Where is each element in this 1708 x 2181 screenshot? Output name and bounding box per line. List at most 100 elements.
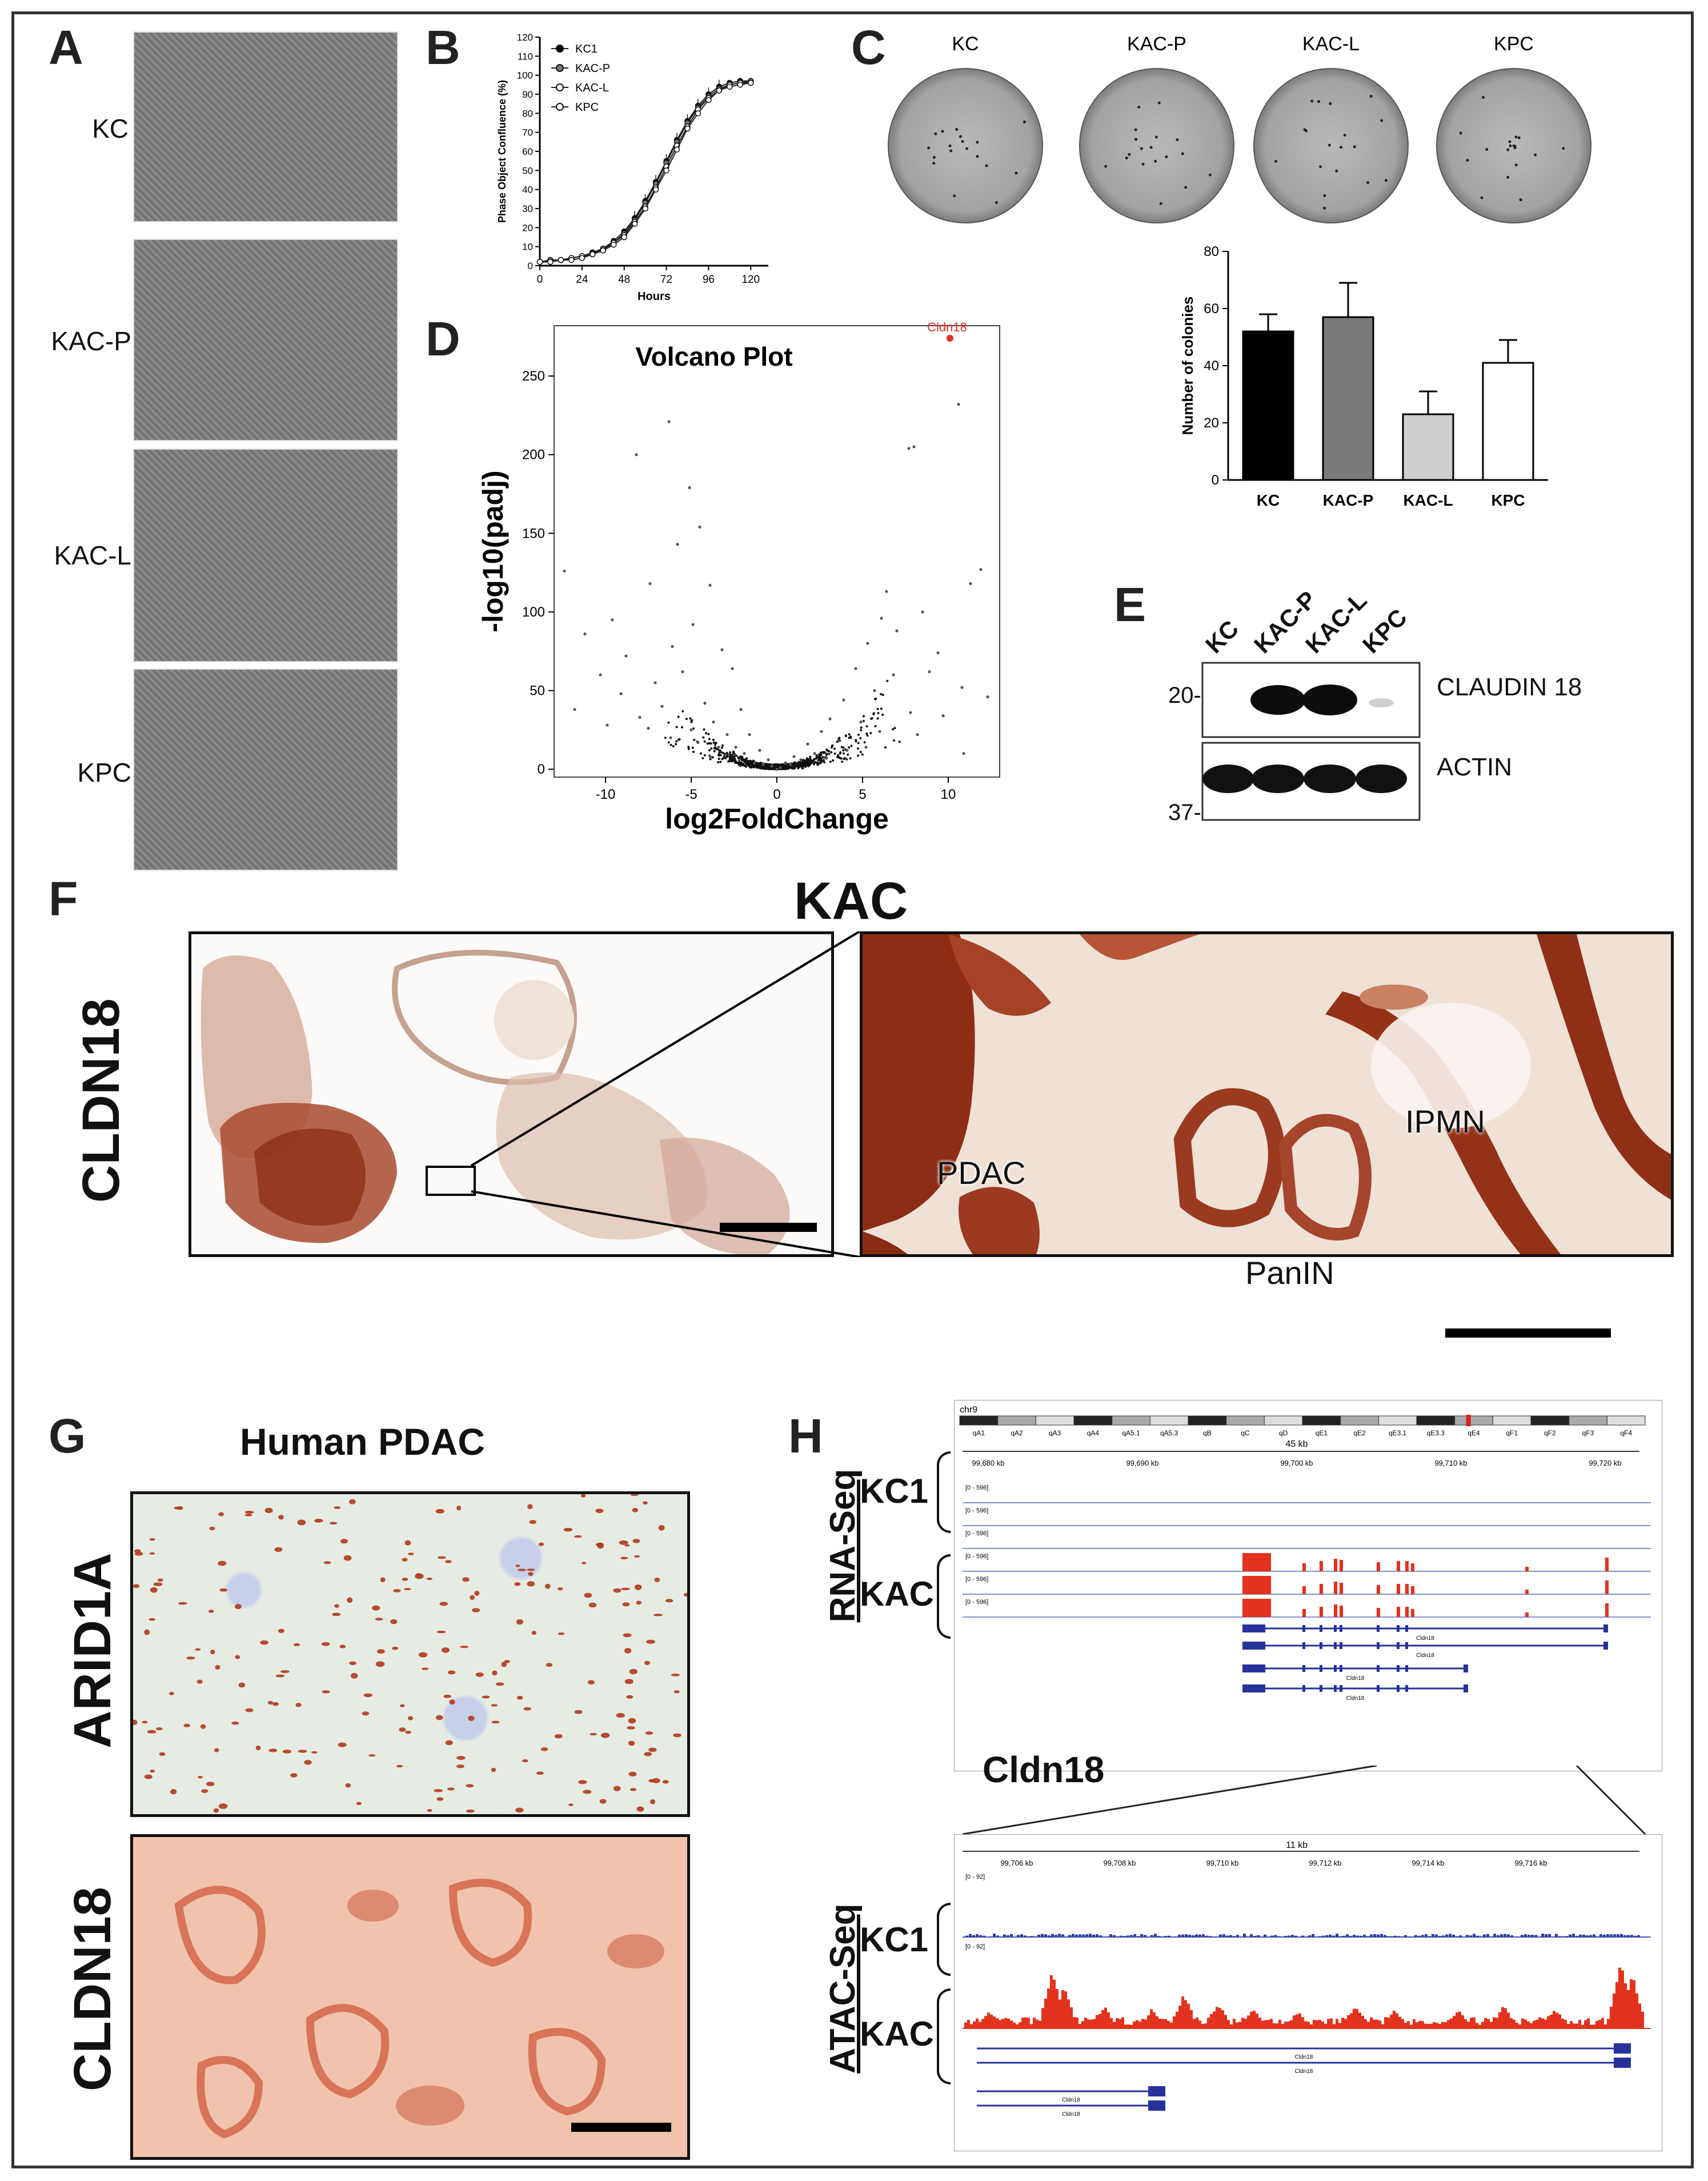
d-point [758, 749, 761, 752]
rna-brace-kc1 [937, 1451, 951, 1533]
d-ytick: 100 [522, 605, 545, 620]
d-point [839, 752, 841, 755]
b-point [642, 205, 648, 212]
row-label-kc: KC [92, 114, 129, 143]
d-point [698, 525, 701, 529]
c-ytick: 60 [1204, 301, 1219, 317]
d-point [941, 714, 945, 718]
d-point [669, 736, 672, 739]
d-point [809, 755, 812, 758]
span-label-top: 45 kb [1285, 1439, 1308, 1449]
figure-frame [11, 11, 1694, 2168]
c-xtick-2: KAC-L [1403, 491, 1453, 509]
gene-model-label: Cldn18 [1062, 2097, 1080, 2103]
atac-brace-kc1 [937, 1903, 951, 1976]
d-point [804, 765, 807, 768]
d-point [720, 746, 723, 749]
d-point [573, 708, 576, 711]
panel-f-stain-label: CLDN18 [72, 998, 130, 1203]
d-point [703, 740, 706, 743]
d-point [794, 761, 797, 764]
d-point [648, 582, 652, 586]
d-point [857, 733, 860, 736]
coord-bottom: 99,714 kb [1412, 1859, 1444, 1867]
d-point [715, 742, 717, 745]
d-point [635, 453, 638, 457]
d-point [825, 748, 828, 751]
d-point [870, 717, 873, 720]
d-point [806, 759, 809, 762]
d-point [842, 698, 845, 702]
d-point [752, 764, 755, 767]
d-point [705, 732, 708, 735]
d-point [761, 763, 765, 766]
gene-model-label: Cldn18 [1295, 2068, 1313, 2075]
d-point [693, 738, 696, 741]
gene-model-label: Cldn18 [1416, 1635, 1434, 1642]
d-point [860, 729, 863, 731]
atac-seq-label: ATAC-Seq [823, 1903, 863, 2074]
d-point [785, 766, 788, 769]
d-point [836, 755, 839, 758]
d-point [860, 726, 863, 729]
d-point [735, 761, 737, 764]
zoom-inset-box [426, 1166, 476, 1196]
d-point [708, 583, 712, 587]
coord-bottom: 99,716 kb [1514, 1859, 1547, 1867]
zoom-lines [470, 931, 861, 1257]
d-point [685, 718, 688, 721]
d-point [898, 741, 901, 743]
b-ytick: 90 [522, 89, 533, 100]
d-point [836, 754, 839, 757]
cytoband-label: qA4 [1087, 1429, 1100, 1437]
d-point [720, 751, 723, 754]
d-point [769, 767, 772, 770]
cytoband-label: qF4 [1620, 1429, 1632, 1437]
d-point [881, 694, 884, 697]
coord-top: 99,690 kb [1126, 1459, 1158, 1467]
d-point [689, 728, 693, 732]
b-legend-marker [556, 103, 564, 111]
d-point [825, 757, 828, 760]
d-point [893, 727, 896, 730]
track-range: [0 - 596] [965, 1507, 988, 1514]
d-point [765, 767, 768, 770]
b-series-line-2 [540, 82, 751, 263]
b-ytick: 100 [517, 70, 533, 81]
d-point [713, 743, 716, 746]
d-highlight-label: Cldn18 [927, 320, 967, 334]
panel-c-letter: C [851, 21, 886, 74]
d-point [820, 730, 823, 733]
d-ytick: 200 [522, 447, 545, 463]
b-point [579, 255, 586, 261]
scale-bar-human [571, 2123, 671, 2132]
d-point [866, 734, 869, 737]
d-point [690, 719, 693, 722]
region-label-panin: PanIN [1245, 1255, 1334, 1291]
d-point [884, 746, 887, 749]
d-point [880, 617, 883, 620]
colony-plate-0 [888, 68, 1043, 223]
marker-20: 20- [1168, 683, 1201, 708]
b-point [705, 97, 712, 103]
igv-atac-browser: 11 kb 99,706 kb 99,708 kb 99,710 kb 99,712 … [954, 1834, 1662, 2151]
d-point [841, 760, 844, 763]
d-point [767, 758, 770, 762]
d-point [712, 741, 715, 744]
d-point [856, 747, 859, 750]
d-point [676, 543, 679, 546]
d-ytick: 250 [522, 369, 545, 384]
d-point [855, 740, 857, 743]
d-point [825, 753, 828, 755]
d-xtick: -5 [685, 787, 697, 802]
d-point [703, 702, 707, 705]
b-legend-label-2: KAC-L [575, 82, 609, 94]
coord-bottom: 99,710 kb [1206, 1859, 1238, 1867]
d-point [707, 733, 710, 735]
d-point [813, 752, 816, 755]
d-point [876, 707, 879, 710]
d-point [723, 755, 725, 758]
d-point [886, 679, 889, 682]
d-point [892, 728, 895, 731]
